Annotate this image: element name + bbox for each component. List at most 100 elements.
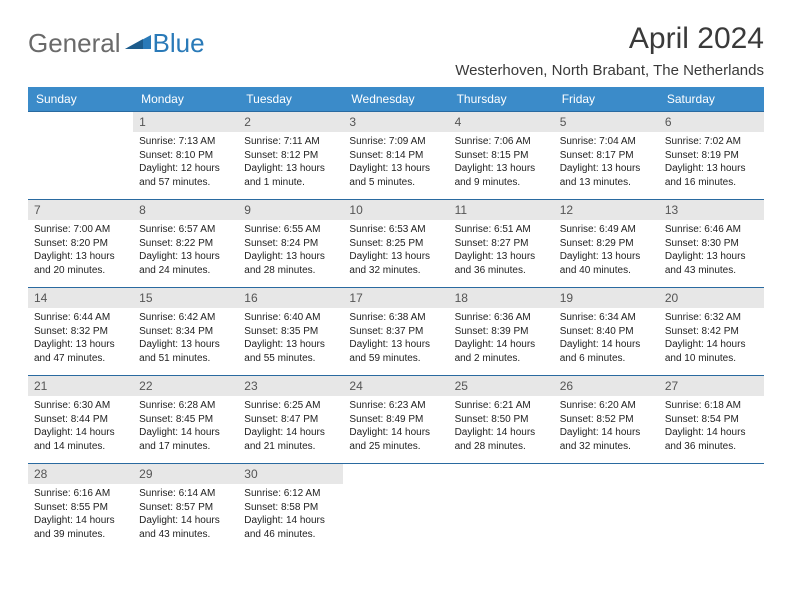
day-number: 12 [554,200,659,220]
day-number: 10 [343,200,448,220]
day-details: Sunrise: 6:25 AMSunset: 8:47 PMDaylight:… [238,396,343,457]
day-number: 18 [449,288,554,308]
calendar-day-cell: 1Sunrise: 7:13 AMSunset: 8:10 PMDaylight… [133,112,238,200]
day-details: Sunrise: 6:57 AMSunset: 8:22 PMDaylight:… [133,220,238,281]
day-details: Sunrise: 6:34 AMSunset: 8:40 PMDaylight:… [554,308,659,369]
calendar-day-cell: 27Sunrise: 6:18 AMSunset: 8:54 PMDayligh… [659,376,764,464]
weekday-header: Tuesday [238,87,343,112]
calendar-day-cell: 12Sunrise: 6:49 AMSunset: 8:29 PMDayligh… [554,200,659,288]
calendar-day-cell: 16Sunrise: 6:40 AMSunset: 8:35 PMDayligh… [238,288,343,376]
calendar-day-cell: 29Sunrise: 6:14 AMSunset: 8:57 PMDayligh… [133,464,238,552]
day-number: 30 [238,464,343,484]
day-details: Sunrise: 6:36 AMSunset: 8:39 PMDaylight:… [449,308,554,369]
day-number: 6 [659,112,764,132]
day-number: 23 [238,376,343,396]
calendar-week-row: 1Sunrise: 7:13 AMSunset: 8:10 PMDaylight… [28,112,764,200]
day-number: 4 [449,112,554,132]
day-details: Sunrise: 6:42 AMSunset: 8:34 PMDaylight:… [133,308,238,369]
day-details: Sunrise: 6:40 AMSunset: 8:35 PMDaylight:… [238,308,343,369]
calendar-day-cell: 26Sunrise: 6:20 AMSunset: 8:52 PMDayligh… [554,376,659,464]
day-details: Sunrise: 6:51 AMSunset: 8:27 PMDaylight:… [449,220,554,281]
day-details: Sunrise: 7:11 AMSunset: 8:12 PMDaylight:… [238,132,343,193]
calendar-day-cell: 11Sunrise: 6:51 AMSunset: 8:27 PMDayligh… [449,200,554,288]
calendar-day-cell [449,464,554,552]
weekday-header: Sunday [28,87,133,112]
day-details: Sunrise: 6:46 AMSunset: 8:30 PMDaylight:… [659,220,764,281]
day-details: Sunrise: 7:00 AMSunset: 8:20 PMDaylight:… [28,220,133,281]
calendar-day-cell: 9Sunrise: 6:55 AMSunset: 8:24 PMDaylight… [238,200,343,288]
calendar-day-cell: 18Sunrise: 6:36 AMSunset: 8:39 PMDayligh… [449,288,554,376]
day-details: Sunrise: 6:30 AMSunset: 8:44 PMDaylight:… [28,396,133,457]
calendar-day-cell: 14Sunrise: 6:44 AMSunset: 8:32 PMDayligh… [28,288,133,376]
weekday-header: Thursday [449,87,554,112]
calendar-day-cell [343,464,448,552]
calendar-day-cell: 6Sunrise: 7:02 AMSunset: 8:19 PMDaylight… [659,112,764,200]
day-number: 24 [343,376,448,396]
calendar-week-row: 7Sunrise: 7:00 AMSunset: 8:20 PMDaylight… [28,200,764,288]
calendar-week-row: 21Sunrise: 6:30 AMSunset: 8:44 PMDayligh… [28,376,764,464]
calendar-day-cell: 2Sunrise: 7:11 AMSunset: 8:12 PMDaylight… [238,112,343,200]
day-details: Sunrise: 7:09 AMSunset: 8:14 PMDaylight:… [343,132,448,193]
calendar-day-cell: 15Sunrise: 6:42 AMSunset: 8:34 PMDayligh… [133,288,238,376]
calendar-week-row: 28Sunrise: 6:16 AMSunset: 8:55 PMDayligh… [28,464,764,552]
day-number: 20 [659,288,764,308]
calendar-body: 1Sunrise: 7:13 AMSunset: 8:10 PMDaylight… [28,112,764,552]
logo-text-blue: Blue [153,28,205,59]
day-number: 8 [133,200,238,220]
calendar-day-cell: 23Sunrise: 6:25 AMSunset: 8:47 PMDayligh… [238,376,343,464]
calendar-day-cell: 25Sunrise: 6:21 AMSunset: 8:50 PMDayligh… [449,376,554,464]
day-number: 13 [659,200,764,220]
calendar-day-cell [28,112,133,200]
day-number: 15 [133,288,238,308]
calendar-week-row: 14Sunrise: 6:44 AMSunset: 8:32 PMDayligh… [28,288,764,376]
day-details: Sunrise: 6:23 AMSunset: 8:49 PMDaylight:… [343,396,448,457]
day-number [343,464,448,484]
day-details: Sunrise: 6:32 AMSunset: 8:42 PMDaylight:… [659,308,764,369]
title-block: April 2024 Westerhoven, North Brabant, T… [455,22,764,79]
calendar-day-cell [659,464,764,552]
calendar-day-cell: 19Sunrise: 6:34 AMSunset: 8:40 PMDayligh… [554,288,659,376]
calendar-day-cell: 7Sunrise: 7:00 AMSunset: 8:20 PMDaylight… [28,200,133,288]
day-details: Sunrise: 6:55 AMSunset: 8:24 PMDaylight:… [238,220,343,281]
logo-text-general: General [28,28,121,59]
day-details: Sunrise: 6:20 AMSunset: 8:52 PMDaylight:… [554,396,659,457]
calendar-day-cell: 20Sunrise: 6:32 AMSunset: 8:42 PMDayligh… [659,288,764,376]
day-number: 22 [133,376,238,396]
day-details: Sunrise: 6:44 AMSunset: 8:32 PMDaylight:… [28,308,133,369]
calendar-day-cell: 30Sunrise: 6:12 AMSunset: 8:58 PMDayligh… [238,464,343,552]
day-number: 19 [554,288,659,308]
day-number: 5 [554,112,659,132]
day-number: 17 [343,288,448,308]
page-header: General Blue April 2024 Westerhoven, Nor… [28,22,764,79]
day-number: 2 [238,112,343,132]
day-details: Sunrise: 6:21 AMSunset: 8:50 PMDaylight:… [449,396,554,457]
day-number: 11 [449,200,554,220]
calendar-table: SundayMondayTuesdayWednesdayThursdayFrid… [28,87,764,552]
calendar-day-cell: 4Sunrise: 7:06 AMSunset: 8:15 PMDaylight… [449,112,554,200]
day-details: Sunrise: 6:53 AMSunset: 8:25 PMDaylight:… [343,220,448,281]
day-number: 1 [133,112,238,132]
day-number: 29 [133,464,238,484]
weekday-header: Wednesday [343,87,448,112]
calendar-day-cell: 28Sunrise: 6:16 AMSunset: 8:55 PMDayligh… [28,464,133,552]
calendar-day-cell: 10Sunrise: 6:53 AMSunset: 8:25 PMDayligh… [343,200,448,288]
calendar-day-cell: 13Sunrise: 6:46 AMSunset: 8:30 PMDayligh… [659,200,764,288]
calendar-day-cell: 17Sunrise: 6:38 AMSunset: 8:37 PMDayligh… [343,288,448,376]
day-number [449,464,554,484]
day-number: 14 [28,288,133,308]
day-number: 16 [238,288,343,308]
day-details: Sunrise: 6:16 AMSunset: 8:55 PMDaylight:… [28,484,133,545]
day-number: 7 [28,200,133,220]
calendar-day-cell: 21Sunrise: 6:30 AMSunset: 8:44 PMDayligh… [28,376,133,464]
day-number: 21 [28,376,133,396]
calendar-day-cell: 3Sunrise: 7:09 AMSunset: 8:14 PMDaylight… [343,112,448,200]
day-number [28,112,133,132]
day-details: Sunrise: 6:49 AMSunset: 8:29 PMDaylight:… [554,220,659,281]
weekday-header-row: SundayMondayTuesdayWednesdayThursdayFrid… [28,87,764,112]
day-details: Sunrise: 6:12 AMSunset: 8:58 PMDaylight:… [238,484,343,545]
logo: General Blue [28,28,205,59]
weekday-header: Saturday [659,87,764,112]
day-number: 27 [659,376,764,396]
day-details: Sunrise: 7:06 AMSunset: 8:15 PMDaylight:… [449,132,554,193]
calendar-day-cell [554,464,659,552]
